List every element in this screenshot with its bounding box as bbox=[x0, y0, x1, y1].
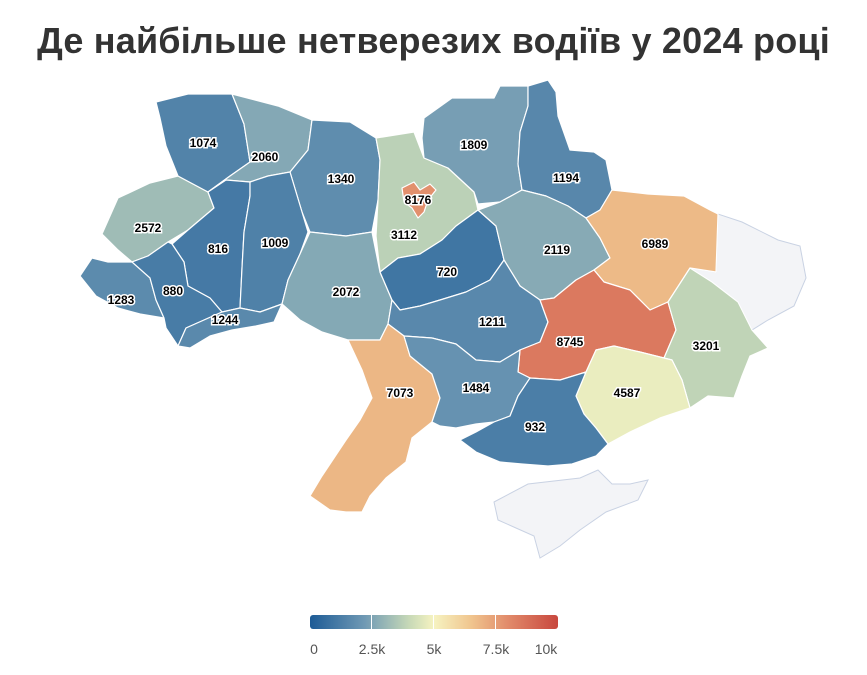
value-label-cherkasy: 720 bbox=[437, 265, 457, 279]
legend-color-bar bbox=[310, 615, 558, 629]
regions-layer bbox=[79, 79, 769, 513]
value-label-sumy: 1194 bbox=[553, 171, 579, 185]
value-label-rivne: 2060 bbox=[252, 150, 279, 164]
value-label-odesa: 7073 bbox=[387, 386, 414, 400]
value-label-mykolaiv: 1484 bbox=[463, 381, 490, 395]
value-label-zakarpattia: 1283 bbox=[108, 293, 135, 307]
legend-separator bbox=[433, 615, 434, 629]
page-title: Де найбільше нетверезих водіїв у 2024 ро… bbox=[37, 20, 830, 61]
region-chernivtsi[interactable] bbox=[177, 303, 283, 349]
legend-tick-label: 2.5k bbox=[358, 641, 386, 657]
value-label-kyiv-city: 8176 bbox=[405, 193, 432, 207]
value-label-khmelnytskyi: 1009 bbox=[262, 236, 289, 250]
value-label-ivano-frankivsk: 880 bbox=[163, 284, 183, 298]
value-label-poltava: 2119 bbox=[544, 243, 570, 257]
value-label-chernihiv: 1809 bbox=[461, 138, 488, 152]
legend-tick-label: 5k bbox=[426, 641, 442, 657]
region-value-labels: 1074 2060 1340 8176 3112 1809 1194 2572 … bbox=[106, 135, 721, 436]
value-label-lviv: 2572 bbox=[135, 221, 162, 235]
legend-tick-label: 7.5k bbox=[482, 641, 510, 657]
value-label-vinnytsia: 2072 bbox=[333, 285, 360, 299]
legend-separator bbox=[495, 615, 496, 629]
value-label-ternopil: 816 bbox=[208, 242, 228, 256]
value-label-donetsk: 3201 bbox=[693, 339, 720, 353]
value-label-dnipropetrovsk: 8745 bbox=[557, 335, 584, 349]
ukraine-choropleth-map: 1074 2060 1340 8176 3112 1809 1194 2572 … bbox=[79, 79, 807, 559]
crimea-region-nodata bbox=[493, 469, 649, 559]
legend-tick-label: 10k bbox=[534, 641, 558, 657]
value-label-zaporizhzhia: 4587 bbox=[614, 386, 641, 400]
region-kherson[interactable] bbox=[459, 371, 609, 467]
value-label-kirovohrad: 1211 bbox=[479, 315, 505, 329]
value-label-kyiv-oblast: 3112 bbox=[391, 228, 417, 242]
legend-separator bbox=[371, 615, 372, 629]
value-label-volyn: 1074 bbox=[190, 136, 217, 150]
value-label-zhytomyr: 1340 bbox=[328, 172, 355, 186]
region-kyiv-city[interactable] bbox=[401, 181, 437, 219]
legend-tick-label: 0 bbox=[310, 641, 318, 657]
value-label-kherson: 932 bbox=[525, 420, 545, 434]
value-label-kharkiv: 6989 bbox=[642, 237, 669, 251]
value-label-chernivtsi: 1244 bbox=[212, 313, 239, 327]
